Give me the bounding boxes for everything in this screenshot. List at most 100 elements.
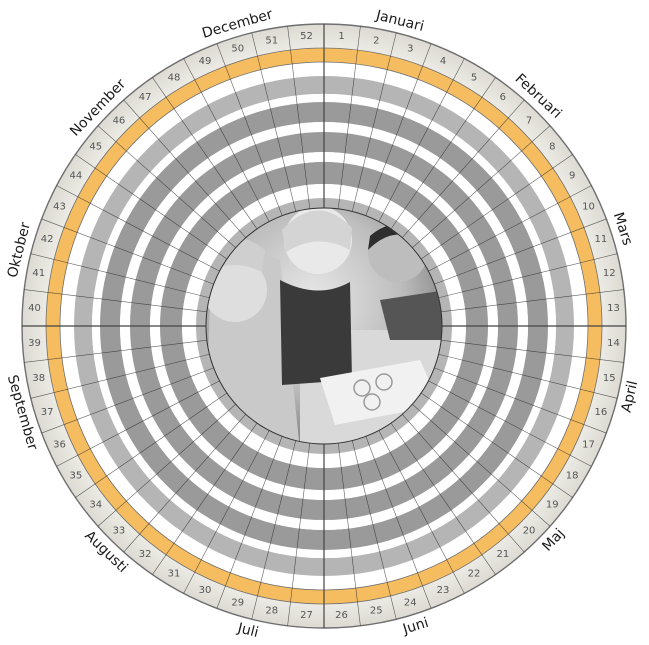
week-divider — [56, 380, 220, 467]
week-number-label: 23 — [437, 585, 450, 596]
week-number-label: 46 — [113, 115, 126, 126]
week-number-label: 49 — [199, 56, 212, 67]
week-number-label: 44 — [69, 170, 82, 181]
week-divider — [351, 440, 397, 620]
week-number-label: 35 — [69, 471, 82, 482]
week-number-label: 26 — [335, 610, 348, 621]
week-divider — [428, 380, 592, 467]
week-divider — [438, 353, 618, 399]
week-number-label: 38 — [32, 373, 45, 384]
month-label: Juni — [400, 615, 430, 638]
week-number-label: 43 — [53, 201, 66, 212]
week-number-label: 10 — [582, 201, 595, 212]
week-number-label: 50 — [231, 44, 244, 55]
week-dividers — [22, 24, 626, 628]
week-number-label: 20 — [523, 526, 536, 537]
week-number-label: 3 — [407, 44, 413, 55]
week-number-label: 1 — [338, 31, 344, 42]
week-number-label: 21 — [496, 549, 509, 560]
week-number-label: 42 — [41, 234, 54, 245]
week-divider — [365, 43, 432, 216]
week-divider — [123, 99, 246, 238]
week-number-label: 51 — [265, 35, 278, 46]
week-number-label: 22 — [468, 569, 481, 580]
week-divider — [152, 422, 258, 575]
week-number-label: 8 — [549, 142, 555, 153]
week-number-label: 40 — [28, 303, 41, 314]
week-divider — [402, 414, 525, 553]
week-number-label: 11 — [595, 234, 608, 245]
week-divider — [441, 339, 624, 363]
week-divider — [287, 26, 311, 209]
week-divider — [152, 77, 258, 230]
week-divider — [337, 26, 361, 209]
week-divider — [390, 77, 496, 230]
center-photo-border — [205, 207, 443, 445]
week-number-label: 27 — [300, 610, 313, 621]
week-divider — [183, 430, 270, 594]
week-number-label: 17 — [582, 440, 595, 451]
week-number-label: 29 — [231, 597, 244, 608]
week-number-label: 45 — [89, 142, 102, 153]
week-divider — [434, 218, 607, 285]
week-number-label: 31 — [168, 569, 181, 580]
week-divider — [412, 125, 551, 248]
week-divider — [420, 392, 573, 498]
week-divider — [428, 185, 592, 272]
week-divider — [378, 58, 465, 222]
week-divider — [337, 443, 361, 626]
week-number-label: 34 — [89, 499, 102, 510]
week-divider — [183, 58, 270, 222]
week-divider — [287, 443, 311, 626]
week-divider — [420, 154, 573, 260]
week-number-label: 52 — [300, 31, 313, 42]
week-divider — [75, 392, 228, 498]
week-number-label: 2 — [373, 35, 379, 46]
month-label: April — [619, 379, 642, 414]
week-divider — [378, 430, 465, 594]
week-number-label: 25 — [370, 606, 383, 617]
week-divider — [30, 253, 210, 299]
week-divider — [441, 289, 624, 313]
week-divider — [251, 440, 297, 620]
week-divider — [24, 339, 207, 363]
week-number-label: 33 — [113, 526, 126, 537]
week-number-label: 12 — [603, 268, 616, 279]
week-number-label: 4 — [440, 56, 446, 67]
week-number-label: 32 — [139, 549, 152, 560]
week-number-label: 36 — [53, 440, 66, 451]
month-label: Juli — [235, 620, 260, 641]
week-divider — [123, 414, 246, 553]
week-divider — [390, 422, 496, 575]
week-divider — [41, 367, 214, 434]
week-divider — [438, 253, 618, 299]
week-number-label: 37 — [41, 407, 54, 418]
week-number-label: 41 — [32, 268, 45, 279]
week-divider — [402, 99, 525, 238]
week-divider — [97, 404, 236, 527]
week-number-label: 48 — [168, 72, 181, 83]
week-divider — [216, 436, 283, 609]
week-divider — [56, 185, 220, 272]
week-number-label: 28 — [265, 606, 278, 617]
week-number-label: 6 — [500, 92, 506, 103]
week-divider — [41, 218, 214, 285]
week-number-label: 14 — [607, 338, 620, 349]
week-divider — [251, 32, 297, 212]
week-divider — [30, 353, 210, 399]
week-number-label: 7 — [526, 115, 532, 126]
week-number-labels: 1 234567891011121314151617181920212223242… — [28, 31, 620, 621]
week-divider — [351, 32, 397, 212]
week-divider — [412, 404, 551, 527]
week-number-label: 24 — [404, 597, 417, 608]
week-number-label: 19 — [546, 499, 559, 510]
week-divider — [434, 367, 607, 434]
week-number-label: 5 — [471, 72, 477, 83]
week-divider — [75, 154, 228, 260]
week-number-label: 16 — [595, 407, 608, 418]
week-divider — [216, 43, 283, 216]
week-number-label: 15 — [603, 373, 616, 384]
week-divider — [97, 125, 236, 248]
week-divider — [365, 436, 432, 609]
